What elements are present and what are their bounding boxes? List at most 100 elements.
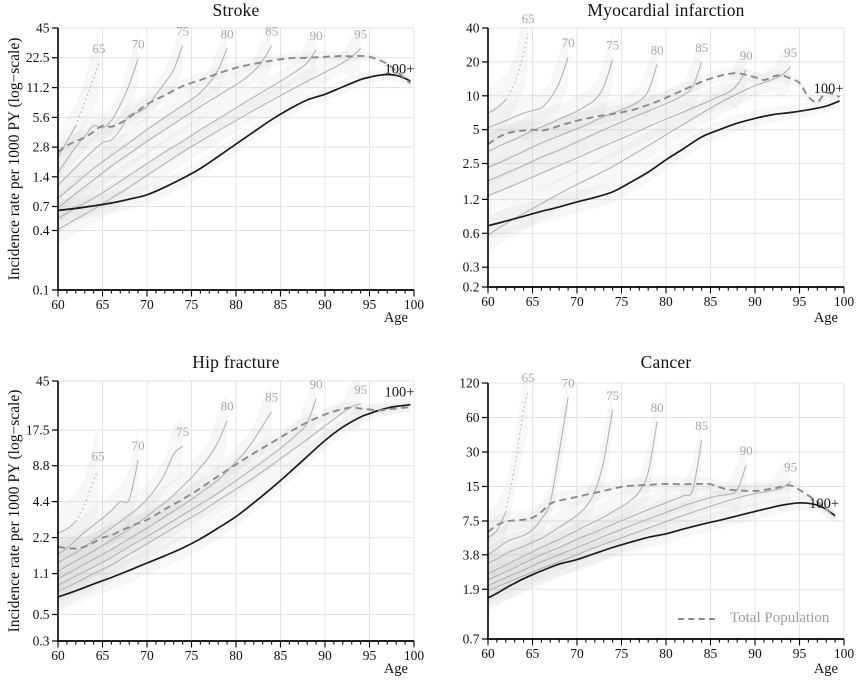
series-75-line xyxy=(58,45,184,186)
series-95-line xyxy=(58,403,361,592)
x-tick-label: 60 xyxy=(481,646,495,661)
y-tick-label: 0.4 xyxy=(33,223,50,238)
ci-band-85 xyxy=(488,414,702,598)
ci-band-100plus xyxy=(58,397,411,611)
series-80-line xyxy=(488,64,658,169)
series-label-85: 85 xyxy=(265,23,278,38)
x-tick-label: 85 xyxy=(274,297,288,312)
axes: 45 17.5 8.8 4.4 2.2 1.1 0.5 0.360 65 70 75 80 85 90 95… xyxy=(26,374,425,664)
series-label-75: 75 xyxy=(176,23,189,38)
ci-band-95 xyxy=(488,457,791,609)
y-tick-label: 45 xyxy=(36,21,50,36)
series-total-population-line xyxy=(58,54,412,153)
series-65-line xyxy=(58,125,77,158)
x-tick-label: 85 xyxy=(704,646,718,661)
series-label-100plus: 100+ xyxy=(385,61,415,77)
series-label-90: 90 xyxy=(310,28,323,43)
series-70-line xyxy=(58,459,139,555)
series-95-line xyxy=(58,47,362,231)
ci-band-90 xyxy=(58,28,317,234)
x-tick-label: 70 xyxy=(570,646,584,661)
y-tick-label: 5.6 xyxy=(33,110,50,125)
series-label-65: 65 xyxy=(92,449,105,464)
ci-band-75 xyxy=(58,27,183,201)
series-label-85: 85 xyxy=(695,40,708,55)
series-label-100plus: 100+ xyxy=(385,385,415,401)
x-tick-label: 95 xyxy=(793,294,807,309)
x-tick-label: 70 xyxy=(570,294,584,309)
y-tick-label: 2.8 xyxy=(33,140,50,155)
legend-label: Total Population xyxy=(730,610,830,626)
series-70-line xyxy=(488,57,569,129)
ci-band-75 xyxy=(488,32,613,169)
series-total-population-line xyxy=(58,406,411,550)
panel-title-cancer: Cancer xyxy=(640,352,692,372)
x-axis-title: Age xyxy=(383,661,408,677)
y-tick-label: 11.2 xyxy=(26,80,49,95)
panel-title-myocardial-infarction: Myocardial infarction xyxy=(587,0,745,20)
series-95-line xyxy=(488,66,791,236)
ci-band-65 xyxy=(58,29,99,181)
x-tick-label: 85 xyxy=(704,294,718,309)
y-tick-label: 0.3 xyxy=(33,634,50,649)
x-tick-label: 90 xyxy=(748,294,762,309)
x-tick-label: 60 xyxy=(51,297,65,312)
series-labels: 65 70 75 80 85 90 95 100+ xyxy=(522,11,844,97)
ci-band-65 xyxy=(488,382,528,564)
panel-title-stroke: Stroke xyxy=(212,0,260,20)
series-label-65: 65 xyxy=(522,370,535,385)
x-tick-label: 65 xyxy=(526,646,540,661)
ci-band-85 xyxy=(58,384,272,597)
ci-band-65 xyxy=(488,27,528,140)
confidence-bands xyxy=(58,27,411,245)
x-tick-label: 70 xyxy=(140,297,154,312)
y-tick-label: 15 xyxy=(466,479,480,494)
ci-band-70 xyxy=(58,430,139,573)
series-labels: 65 70 75 80 85 90 95 100+ xyxy=(92,23,414,77)
panel-stroke: 45 22.5 11.2 5.6 2.8 1.4 0.7 0.4 0.1 60 65 70 75 80 85… xyxy=(0,0,430,342)
y-tick-label: 10 xyxy=(466,88,480,103)
ci-band-70 xyxy=(58,33,139,188)
x-tick-label: 85 xyxy=(274,648,288,663)
series-label-100plus: 100+ xyxy=(814,81,844,97)
y-tick-label: 1.1 xyxy=(33,566,50,581)
series-label-80: 80 xyxy=(221,26,234,41)
series-75-line xyxy=(58,445,183,564)
series-70-line xyxy=(488,397,569,556)
gridlines xyxy=(58,380,415,642)
series-label-90: 90 xyxy=(740,48,753,63)
ci-band-80 xyxy=(58,392,228,590)
x-tick-label: 80 xyxy=(229,297,243,312)
x-tick-label: 70 xyxy=(140,648,154,663)
gridlines xyxy=(58,27,415,291)
x-tick-label: 80 xyxy=(659,646,673,661)
y-tick-label: 0.2 xyxy=(463,280,480,295)
panel-title-hip-fracture: Hip fracture xyxy=(192,352,280,372)
x-tick-label: 80 xyxy=(659,294,673,309)
y-tick-label: 0.5 xyxy=(33,607,50,622)
gridlines xyxy=(488,27,845,288)
y-tick-label: 1.4 xyxy=(33,169,50,184)
series-label-75: 75 xyxy=(606,38,619,53)
series-label-95: 95 xyxy=(354,26,367,41)
y-tick-label: 40 xyxy=(466,21,480,36)
ci-band-70 xyxy=(488,28,569,145)
x-tick-label: 100 xyxy=(404,297,425,312)
x-axis-title: Age xyxy=(813,310,838,326)
panel-myocardial-infarction: 40 20 10 5 2.5 1.2 0.6 0.3 0.2 60 65 70 75 80 85 90 95 10… xyxy=(430,0,860,342)
series-label-70: 70 xyxy=(562,375,575,390)
legend-dashed-line-sample xyxy=(678,617,715,620)
y-tick-label: 0.6 xyxy=(463,226,480,241)
series-label-70: 70 xyxy=(562,35,575,50)
ci-band-80 xyxy=(488,394,658,592)
series-90-line xyxy=(488,465,747,587)
series-label-80: 80 xyxy=(651,42,664,57)
series-label-85: 85 xyxy=(695,418,708,433)
series-label-70: 70 xyxy=(132,438,145,453)
y-tick-label: 0.3 xyxy=(463,260,480,275)
series-label-80: 80 xyxy=(651,400,664,415)
ci-band-75 xyxy=(58,417,183,582)
x-tick-label: 75 xyxy=(185,297,199,312)
y-tick-label: 60 xyxy=(466,410,480,425)
